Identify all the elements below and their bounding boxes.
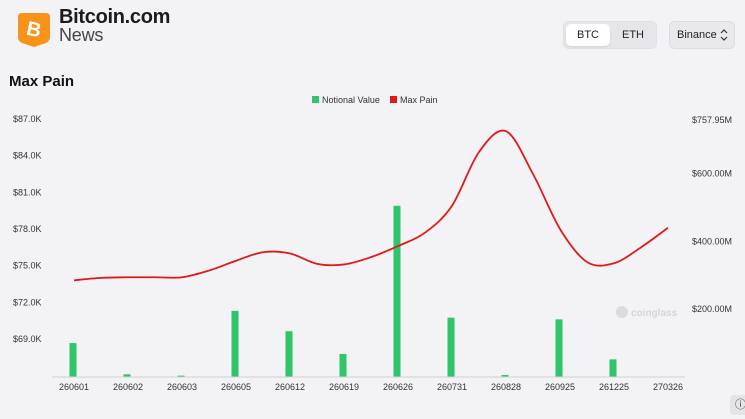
left-tick-label: $84.0K bbox=[13, 151, 42, 161]
brand-name[interactable]: Bitcoin.com bbox=[59, 6, 171, 28]
notional-bar bbox=[339, 353, 347, 377]
notional-bar bbox=[69, 343, 77, 377]
header: B Bitcoin.com News BTC ETH Binance bbox=[0, 0, 745, 60]
notional-bar bbox=[555, 319, 563, 377]
notional-bar bbox=[177, 375, 185, 377]
exchange-select[interactable]: Binance bbox=[669, 21, 735, 49]
chart-legend[interactable]: Notional Value Max Pain bbox=[312, 95, 438, 105]
x-tick-label: 260626 bbox=[383, 382, 413, 392]
legend-swatch-maxpain bbox=[390, 96, 397, 103]
left-tick-label: $87.0K bbox=[13, 114, 42, 124]
chart-title: Max Pain bbox=[9, 73, 75, 90]
x-tick-label: 270326 bbox=[653, 382, 683, 392]
left-tick-label: $75.0K bbox=[13, 261, 42, 271]
right-tick-label: $757.95M bbox=[692, 115, 732, 125]
notional-bar bbox=[609, 359, 617, 377]
coinglass-logo-icon bbox=[616, 306, 628, 318]
legend-label-notional: Notional Value bbox=[322, 95, 380, 105]
x-tick-label: 261225 bbox=[599, 382, 629, 392]
chevron-updown-icon bbox=[720, 22, 728, 59]
help-icon[interactable]: ⓘ bbox=[730, 395, 745, 415]
x-tick-label: 260612 bbox=[275, 382, 305, 392]
x-tick-label: 260601 bbox=[59, 382, 89, 392]
right-tick-label: $400.00M bbox=[692, 236, 732, 246]
notional-bar bbox=[285, 331, 293, 377]
notional-bar bbox=[123, 374, 131, 377]
bitcoin-logo-icon[interactable]: B bbox=[16, 11, 52, 47]
max-pain-line bbox=[73, 129, 669, 282]
right-tick-label: $200.00M bbox=[692, 304, 732, 314]
notional-bar bbox=[501, 374, 509, 377]
btc-tab[interactable]: BTC bbox=[566, 24, 610, 46]
x-tick-label: 260603 bbox=[167, 382, 197, 392]
legend-label-maxpain: Max Pain bbox=[400, 95, 438, 105]
left-tick-label: $69.0K bbox=[13, 334, 42, 344]
exchange-label: Binance bbox=[677, 29, 717, 41]
left-tick-label: $78.0K bbox=[13, 224, 42, 234]
left-tick-label: $72.0K bbox=[13, 297, 42, 307]
coin-toggle: BTC ETH bbox=[563, 21, 657, 49]
x-tick-label: 260605 bbox=[221, 382, 251, 392]
x-tick-label: 260828 bbox=[491, 382, 521, 392]
eth-tab[interactable]: ETH bbox=[622, 29, 644, 41]
x-tick-label: 260925 bbox=[545, 382, 575, 392]
x-tick-label: 260619 bbox=[329, 382, 359, 392]
watermark: coinglass bbox=[616, 306, 678, 319]
legend-swatch-notional bbox=[312, 96, 319, 103]
notional-bar bbox=[447, 317, 455, 377]
x-tick-label: 260731 bbox=[437, 382, 467, 392]
x-tick-label: 260602 bbox=[113, 382, 143, 392]
notional-bar bbox=[393, 205, 401, 377]
watermark-text: coinglass bbox=[631, 308, 678, 319]
right-tick-label: $600.00M bbox=[692, 169, 732, 179]
notional-bar bbox=[231, 310, 239, 377]
svg-text:B: B bbox=[24, 18, 43, 43]
brand-sub[interactable]: News bbox=[59, 25, 104, 45]
left-tick-label: $81.0K bbox=[13, 187, 42, 197]
